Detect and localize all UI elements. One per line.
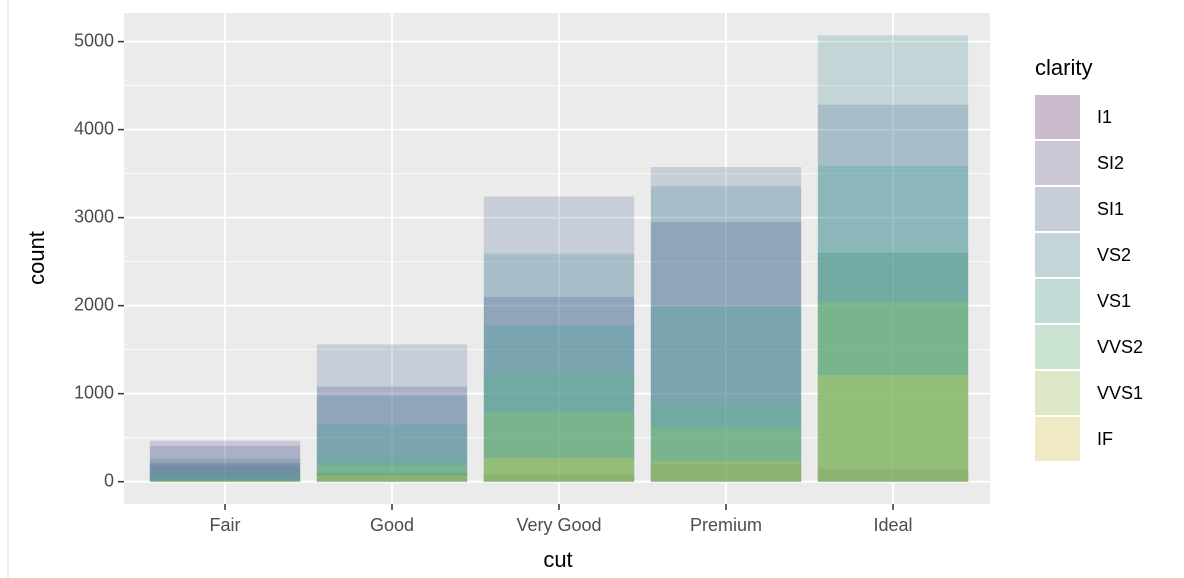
bar [817, 35, 969, 482]
legend-key [1035, 371, 1080, 415]
y-tick-label: 1000 [74, 382, 114, 402]
y-axis-title: count [24, 231, 49, 285]
bar [483, 474, 635, 482]
legend-title: clarity [1035, 55, 1092, 80]
legend-key-bg [1035, 187, 1080, 231]
y-tick-label: 5000 [74, 30, 114, 50]
bar [483, 325, 635, 482]
bar [316, 456, 468, 482]
bar [149, 458, 301, 482]
bar [316, 386, 468, 482]
legend-key-bg [1035, 95, 1080, 139]
bar [316, 473, 468, 482]
bar [149, 463, 301, 482]
legend-key [1035, 95, 1080, 139]
panel [124, 13, 990, 504]
y-tick-label: 0 [104, 470, 114, 490]
bar [650, 306, 802, 482]
legend-label: VVS2 [1097, 337, 1143, 357]
bar [650, 222, 802, 482]
legend-key [1035, 187, 1080, 231]
bar [483, 296, 635, 482]
legend-key-bg [1035, 325, 1080, 369]
legend-key-bg [1035, 233, 1080, 277]
bar [483, 372, 635, 482]
bar [149, 480, 301, 482]
legend-key [1035, 325, 1080, 369]
bar [316, 395, 468, 482]
bar [650, 186, 802, 482]
y-tick-label: 3000 [74, 206, 114, 226]
bar [316, 344, 468, 482]
bar [817, 104, 969, 482]
legend-key [1035, 417, 1080, 461]
bar [149, 480, 301, 482]
legend-key [1035, 233, 1080, 277]
bar [817, 468, 969, 482]
bar [817, 252, 969, 482]
legend-key-bg [1035, 279, 1080, 323]
bar [149, 440, 301, 482]
bar [483, 196, 635, 482]
bar [483, 458, 635, 482]
bar [316, 424, 468, 482]
legend-key-bg [1035, 417, 1080, 461]
legend-label: SI2 [1097, 153, 1124, 173]
legend-key [1035, 279, 1080, 323]
x-tick-label: Very Good [516, 515, 601, 535]
bar [817, 374, 969, 482]
x-tick-label: Premium [690, 515, 762, 535]
legend-label: VS1 [1097, 291, 1131, 311]
bar [149, 445, 301, 482]
bar [483, 412, 635, 482]
bar [149, 466, 301, 482]
legend-key [1035, 141, 1080, 185]
bar [817, 301, 969, 482]
legend-label: IF [1097, 429, 1113, 449]
bar [483, 253, 635, 482]
legend-label: VS2 [1097, 245, 1131, 265]
y-tick-label: 4000 [74, 118, 114, 138]
bar [316, 475, 468, 482]
bar [817, 165, 969, 482]
bar [650, 461, 802, 482]
bar [650, 463, 802, 482]
bar [316, 465, 468, 482]
y-tick-label: 2000 [74, 294, 114, 314]
x-tick-label: Fair [210, 515, 241, 535]
bar [650, 405, 802, 482]
legend-label: VVS1 [1097, 383, 1143, 403]
legend-key-bg [1035, 371, 1080, 415]
bar [650, 427, 802, 482]
bar [817, 252, 969, 482]
x-axis-title: cut [543, 547, 572, 572]
legend-label: I1 [1097, 107, 1112, 127]
legend-label: SI1 [1097, 199, 1124, 219]
bar [149, 475, 301, 482]
legend-key-bg [1035, 141, 1080, 185]
x-tick-label: Good [370, 515, 414, 535]
bar [650, 167, 802, 482]
x-tick-label: Ideal [873, 515, 912, 535]
